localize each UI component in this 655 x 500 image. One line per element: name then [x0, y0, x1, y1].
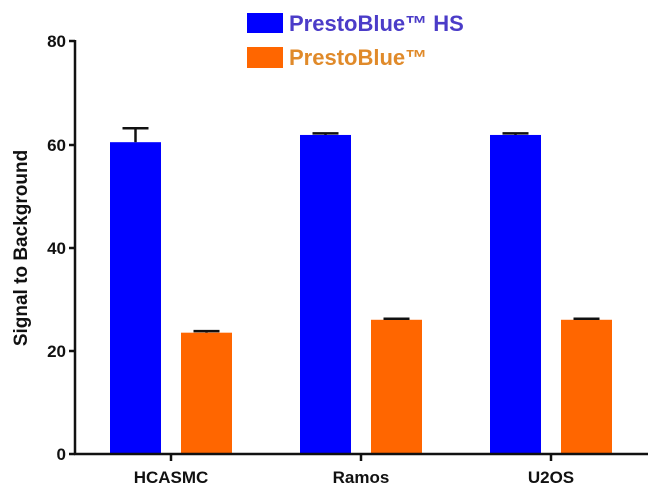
y-axis-label: Signal to Background	[11, 150, 32, 346]
bar-hcasmc-prestoblue	[181, 332, 232, 454]
y-tick-label-80: 80	[47, 32, 66, 51]
error-bar-ramos-prestoblue-hs	[312, 132, 339, 135]
legend-swatch-prestoblue-hs	[247, 13, 283, 33]
legend-swatch-prestoblue	[247, 47, 283, 68]
legend-label-prestoblue-hs: PrestoBlue™ HS	[289, 11, 464, 36]
y-axis: 0 20 40 60 80	[47, 32, 77, 464]
y-tick-label-0: 0	[57, 445, 66, 464]
y-tick-label-20: 20	[47, 342, 66, 361]
error-bar-u2os-prestoblue-hs	[502, 132, 529, 135]
x-tick-label-u2os: U2OS	[528, 468, 574, 487]
x-tick-label-hcasmc: HCASMC	[134, 468, 209, 487]
bar-ramos-prestoblue-hs	[300, 134, 351, 454]
legend: PrestoBlue™ HS PrestoBlue™	[247, 11, 464, 70]
bars	[110, 126, 612, 454]
bar-ramos-prestoblue	[371, 319, 422, 454]
bar-u2os-prestoblue-hs	[490, 134, 541, 454]
x-axis: HCASMC Ramos U2OS	[74, 452, 648, 487]
bar-u2os-prestoblue	[561, 319, 612, 454]
bar-hcasmc-prestoblue-hs	[110, 142, 161, 454]
error-bar-hcasmc-prestoblue-hs	[122, 126, 149, 143]
x-tick-label-ramos: Ramos	[333, 468, 390, 487]
y-tick-label-60: 60	[47, 136, 66, 155]
error-bar-ramos-prestoblue	[383, 317, 410, 320]
error-bar-u2os-prestoblue	[573, 317, 600, 320]
error-bar-hcasmc-prestoblue	[193, 329, 220, 333]
y-tick-label-40: 40	[47, 239, 66, 258]
legend-label-prestoblue: PrestoBlue™	[289, 45, 427, 70]
